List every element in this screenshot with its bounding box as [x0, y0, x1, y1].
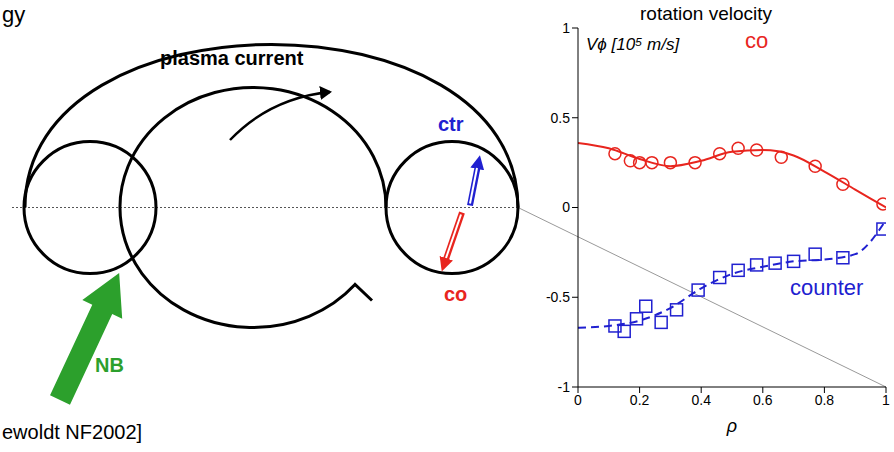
- html-text:ewoldt NF2002]: ewoldt NF2002]: [2, 421, 143, 443]
- svg-text:0.5: 0.5: [551, 110, 571, 126]
- svg-text:ρ: ρ: [726, 416, 737, 436]
- svg-text:-0.5: -0.5: [546, 289, 570, 305]
- svg-text:0.4: 0.4: [691, 392, 711, 408]
- html-text:counter: counter: [790, 275, 864, 300]
- html-text:ctr: ctr: [438, 113, 464, 135]
- html-text:plasma current: plasma current: [160, 47, 304, 69]
- svg-text:1: 1: [882, 392, 890, 408]
- html-text:Vϕ [10⁵ m/s]: Vϕ [10⁵ m/s]: [586, 35, 680, 54]
- svg-text:0: 0: [562, 199, 570, 215]
- svg-text:0: 0: [574, 392, 582, 408]
- html-text:rotation velocity: rotation velocity: [640, 3, 772, 24]
- svg-text:-1: -1: [558, 379, 571, 395]
- html-text:co: co: [745, 28, 769, 53]
- html-text:NB: NB: [95, 354, 124, 376]
- svg-text:1: 1: [562, 20, 570, 36]
- html-text:co: co: [444, 283, 468, 305]
- html-text:gy: gy: [2, 2, 26, 27]
- svg-text:0.8: 0.8: [815, 392, 835, 408]
- svg-text:0.6: 0.6: [753, 392, 773, 408]
- svg-text:0.2: 0.2: [630, 392, 650, 408]
